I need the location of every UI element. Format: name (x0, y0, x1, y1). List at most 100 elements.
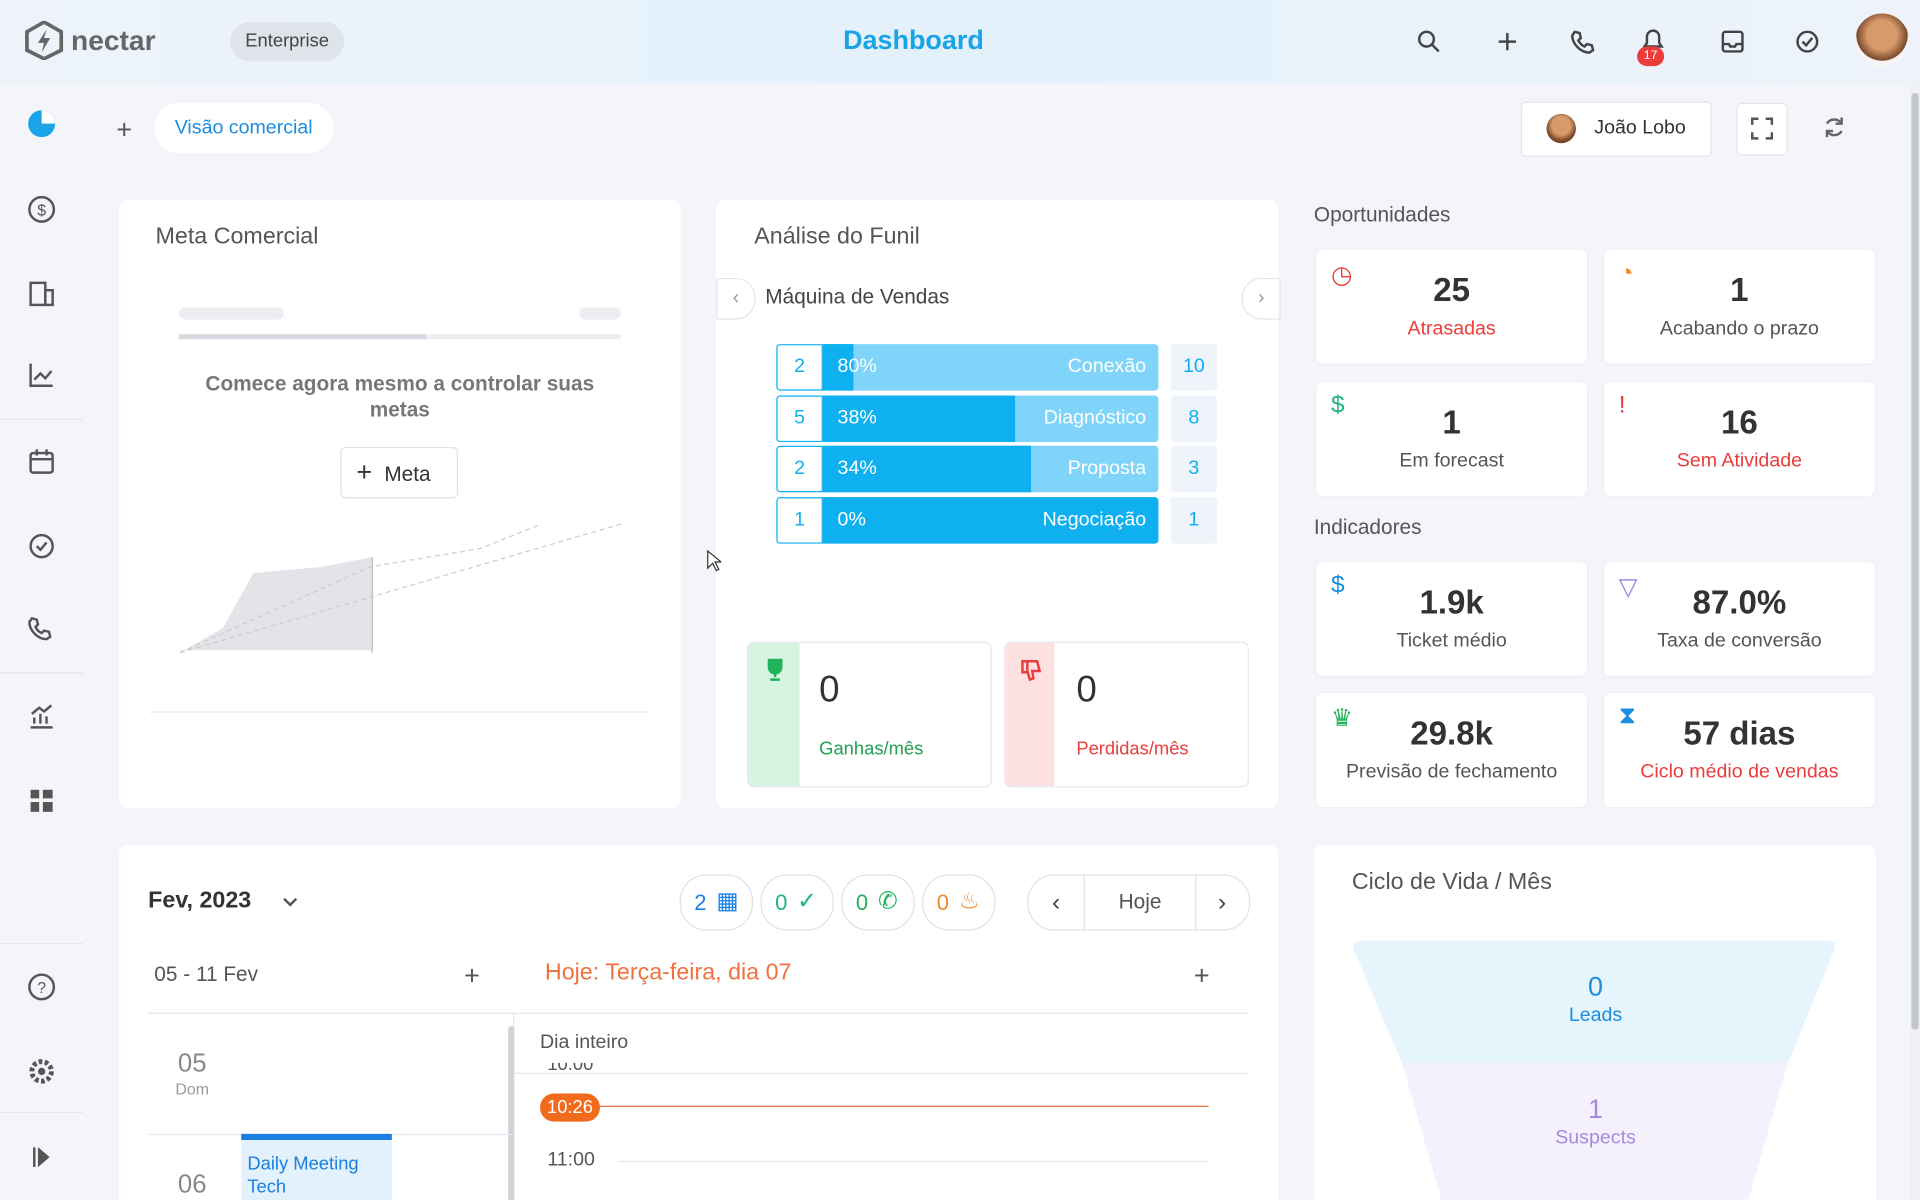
inbox-button[interactable] (1719, 28, 1746, 55)
stage-total: 10 (1170, 344, 1218, 391)
stage-count: 2 (776, 445, 823, 493)
stage-name: Negociação (1042, 509, 1147, 531)
kpi-value: 57 dias (1683, 715, 1796, 752)
logo-icon (25, 20, 64, 61)
refresh-button[interactable] (1822, 115, 1846, 139)
stage-total: 8 (1170, 395, 1218, 443)
stage-count: 2 (776, 344, 823, 391)
month-selector[interactable]: Fev, 2023 (148, 887, 252, 914)
stage-name: Conexão (1067, 356, 1147, 378)
kpi-label: Ticket médio (1396, 630, 1507, 652)
divider (0, 418, 84, 421)
kpi-card: ! 16 Sem Atividade (1602, 380, 1876, 498)
section-title: Indicadores (1313, 515, 1422, 539)
nav-calls[interactable] (27, 615, 56, 644)
add-tab[interactable]: + (116, 113, 133, 145)
phone-button[interactable] (1570, 28, 1597, 55)
nav-deals[interactable]: $ (27, 195, 56, 224)
thumbs-down-icon (1021, 660, 1042, 682)
kpi-value: 29.8k (1410, 715, 1493, 752)
funnel-stage: 5 38% Diagnóstico 8 (776, 395, 1219, 443)
funnel-stage: 1 0% Negociação 1 (776, 497, 1219, 544)
kpi-label: Acabando o prazo (1659, 318, 1819, 340)
count-filter[interactable]: 0 ✆ (841, 874, 915, 931)
prev-pipeline[interactable]: ‹ (716, 277, 756, 320)
next-week[interactable]: › (1217, 888, 1227, 916)
weekday: Dom (175, 1080, 210, 1099)
kpi-icon: ▽ (1618, 574, 1638, 602)
nav-companies[interactable] (27, 279, 56, 308)
nav-help[interactable]: ? (27, 972, 56, 1001)
add-event[interactable]: + (464, 960, 480, 991)
meta-card: Meta Comercial Comece agora mesmo a cont… (118, 199, 681, 809)
nav-dashboard[interactable] (27, 109, 56, 138)
lost-value: 0 (1076, 669, 1097, 711)
prev-week[interactable]: ‹ (1052, 888, 1061, 916)
nav-settings[interactable] (27, 1057, 56, 1086)
chevron-down[interactable] (282, 894, 299, 911)
today-button[interactable]: Hoje (1083, 875, 1197, 930)
count-filter[interactable]: 0 ✓ (760, 874, 834, 931)
user-avatar[interactable] (1855, 13, 1909, 68)
count-value: 2 (694, 890, 707, 915)
count-icon: ✓ (797, 888, 817, 915)
fullscreen-button[interactable] (1736, 102, 1788, 156)
stage-bar-fill (822, 395, 1016, 443)
funnel-stage: 2 34% Proposta 3 (776, 445, 1219, 493)
kpi-card: ◷ 25 Atrasadas (1315, 248, 1589, 365)
placeholder-fill (178, 334, 427, 340)
lost-label: Perdidas/mês (1076, 738, 1189, 760)
kpi-label: Ciclo médio de vendas (1640, 761, 1839, 783)
now-line (600, 1105, 1209, 1107)
notifications-button[interactable] (1638, 26, 1667, 55)
pipeline-name: Máquina de Vendas (765, 285, 950, 309)
page-scrollbar (1910, 83, 1920, 1200)
tasks-button[interactable] (1794, 28, 1821, 55)
nav-tasks[interactable] (27, 531, 56, 560)
count-filter[interactable]: 0 ♨ (922, 874, 996, 931)
add-button[interactable] (1494, 28, 1521, 55)
placeholder-chart (179, 523, 621, 654)
add-meta-button[interactable]: + Meta (340, 446, 458, 499)
mouse-cursor (707, 549, 722, 572)
stage-name: Proposta (1067, 457, 1147, 479)
count-icon: ▦ (716, 888, 739, 915)
divider (0, 1111, 84, 1114)
search-button[interactable] (1416, 28, 1443, 55)
stage-value: 0 (1588, 971, 1604, 1002)
nav-expand[interactable] (27, 1142, 56, 1171)
dashboard-tab[interactable]: Visão comercial (154, 102, 334, 154)
nav-calendar[interactable] (27, 447, 56, 476)
add-event[interactable]: + (1193, 960, 1210, 991)
sidebar: $ ? (0, 83, 84, 1200)
user-filter[interactable]: João Lobo (1520, 101, 1712, 157)
kpi-value: 1 (1730, 271, 1749, 309)
divider (149, 711, 649, 713)
stage-percent: 80% (837, 356, 877, 378)
stage-bar (822, 445, 1159, 493)
kpi-value: 25 (1433, 271, 1471, 309)
kpi-value: 87.0% (1692, 584, 1787, 621)
date-nav: ‹ Hoje › (1027, 874, 1251, 931)
funnel-stage: 2 80% Conexão 10 (776, 344, 1219, 391)
kpi-label: Taxa de conversão (1657, 630, 1822, 652)
kpi-label: Previsão de fechamento (1345, 761, 1558, 783)
won-value: 0 (819, 669, 840, 711)
count-filter[interactable]: 2 ▦ (679, 874, 754, 931)
user-avatar-small (1546, 113, 1576, 144)
won-label: Ganhas/mês (819, 738, 924, 760)
divider (0, 672, 84, 674)
stage-bar-fill (822, 445, 1032, 493)
next-pipeline[interactable]: › (1241, 277, 1281, 320)
kpi-card: ♛ 29.8k Previsão de fechamento (1315, 691, 1589, 809)
stage-total: 3 (1170, 445, 1218, 493)
day-number: 06 (177, 1170, 207, 1199)
nav-analytics[interactable] (27, 702, 56, 731)
nav-widgets[interactable] (27, 786, 56, 815)
stage-count: 5 (776, 395, 823, 443)
lifecycle-card: Ciclo de Vida / Mês 0 Leads 1 Suspects (1313, 844, 1876, 1200)
scroll-thumb (1911, 93, 1919, 1030)
count-value: 0 (855, 890, 869, 915)
nav-reports[interactable] (27, 360, 56, 389)
event[interactable]: Daily Meeting Tech (241, 1133, 392, 1200)
